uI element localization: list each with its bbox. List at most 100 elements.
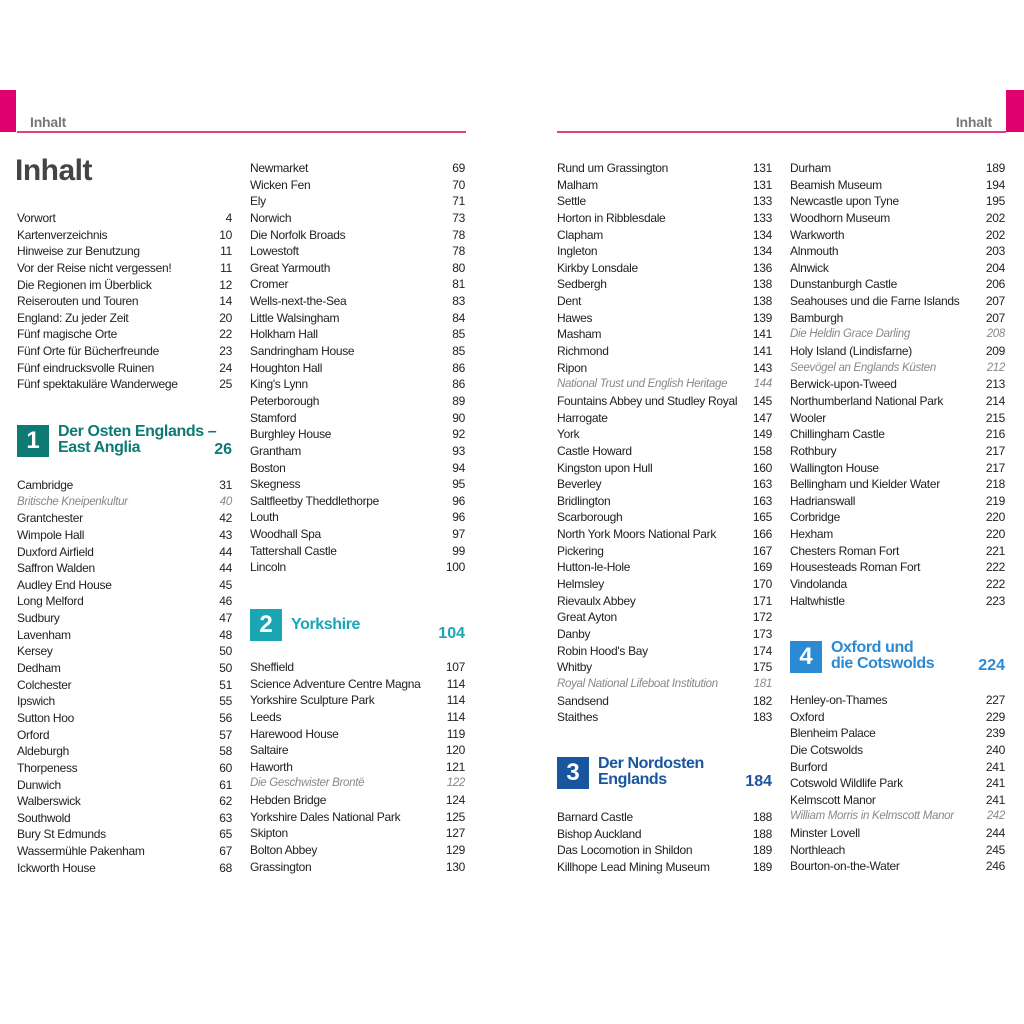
toc-entry[interactable]: Hebden Bridge 124 [250,792,465,809]
toc-entry[interactable]: Tattershall Castle 99 [250,543,465,560]
toc-entry[interactable]: Wooler 215 [790,410,1005,427]
toc-entry[interactable]: Rund um Grassington 131 [557,160,772,177]
toc-entry[interactable]: King's Lynn 86 [250,376,465,393]
toc-feature-entry[interactable]: Die Heldin Grace Darling 208 [790,326,1005,343]
toc-entry[interactable]: Durham 189 [790,160,1005,177]
toc-entry[interactable]: Saltaire 120 [250,742,465,759]
toc-entry[interactable]: Fünf Orte für Bücherfreunde 23 [17,343,232,360]
toc-entry[interactable]: Lavenham 48 [17,627,232,644]
toc-entry[interactable]: Holkham Hall 85 [250,326,465,343]
toc-entry[interactable]: Yorkshire Dales National Park 125 [250,809,465,826]
toc-entry[interactable]: Houghton Hall 86 [250,360,465,377]
toc-entry[interactable]: Alnmouth 203 [790,243,1005,260]
toc-entry[interactable]: Cromer 81 [250,276,465,293]
toc-entry[interactable]: Great Ayton 172 [557,609,772,626]
section-header-1[interactable]: 1 Der Osten Englands – East Anglia 26 [17,424,232,459]
toc-entry[interactable]: Rievaulx Abbey 171 [557,593,772,610]
toc-entry[interactable]: Beamish Museum 194 [790,177,1005,194]
toc-entry[interactable]: Boston 94 [250,460,465,477]
toc-entry[interactable]: Scarborough 165 [557,509,772,526]
toc-entry[interactable]: Fountains Abbey und Studley Royal 145 [557,393,772,410]
toc-entry[interactable]: Wicken Fen 70 [250,177,465,194]
toc-entry[interactable]: Yorkshire Sculpture Park 114 [250,692,465,709]
toc-entry[interactable]: Seahouses und die Farne Islands 207 [790,293,1005,310]
toc-entry[interactable]: Ripon 143 [557,360,772,377]
toc-entry[interactable]: Kartenverzeichnis 10 [17,227,232,244]
toc-entry[interactable]: Bolton Abbey 129 [250,842,465,859]
toc-entry[interactable]: Dunstanburgh Castle 206 [790,276,1005,293]
toc-feature-entry[interactable]: Britische Kneipenkultur 40 [17,494,232,511]
toc-entry[interactable]: Reiserouten und Touren 14 [17,293,232,310]
toc-entry[interactable]: Kersey 50 [17,643,232,660]
toc-entry[interactable]: Ipswich 55 [17,693,232,710]
toc-entry[interactable]: Pickering 167 [557,543,772,560]
toc-entry[interactable]: Housesteads Roman Fort 222 [790,559,1005,576]
toc-entry[interactable]: Blenheim Palace 239 [790,725,1005,742]
toc-entry[interactable]: Norwich 73 [250,210,465,227]
toc-entry[interactable]: Cambridge 31 [17,477,232,494]
toc-entry[interactable]: Colchester 51 [17,677,232,694]
toc-entry[interactable]: Bridlington 163 [557,493,772,510]
toc-entry[interactable]: Fünf spektakuläre Wanderwege 25 [17,376,232,393]
toc-entry[interactable]: Northumberland National Park 214 [790,393,1005,410]
toc-entry[interactable]: Stamford 90 [250,410,465,427]
toc-entry[interactable]: Sandringham House 85 [250,343,465,360]
toc-entry[interactable]: Die Norfolk Broads 78 [250,227,465,244]
toc-entry[interactable]: Kingston upon Hull 160 [557,460,772,477]
toc-entry[interactable]: Bamburgh 207 [790,310,1005,327]
toc-entry[interactable]: Sutton Hoo 56 [17,710,232,727]
toc-entry[interactable]: Berwick-upon-Tweed 213 [790,376,1005,393]
toc-entry[interactable]: Harewood House 119 [250,726,465,743]
toc-entry[interactable]: Newmarket 69 [250,160,465,177]
toc-entry[interactable]: Vor der Reise nicht vergessen! 11 [17,260,232,277]
toc-entry[interactable]: Hadrianswall 219 [790,493,1005,510]
toc-entry[interactable]: Vindolanda 222 [790,576,1005,593]
toc-entry[interactable]: Settle 133 [557,193,772,210]
toc-entry[interactable]: Masham 141 [557,326,772,343]
toc-entry[interactable]: Die Regionen im Überblick 12 [17,277,232,294]
toc-entry[interactable]: Vorwort 4 [17,210,232,227]
toc-entry[interactable]: Hexham 220 [790,526,1005,543]
toc-entry[interactable]: Audley End House 45 [17,577,232,594]
toc-entry[interactable]: Wallington House 217 [790,460,1005,477]
toc-entry[interactable]: Lincoln 100 [250,559,465,576]
toc-entry[interactable]: Science Adventure Centre Magna 114 [250,676,465,693]
toc-feature-entry[interactable]: Seevögel an Englands Küsten 212 [790,360,1005,377]
toc-entry[interactable]: Sheffield 107 [250,659,465,676]
toc-entry[interactable]: Skegness 95 [250,476,465,493]
toc-entry[interactable]: Sandsend 182 [557,693,772,710]
toc-entry[interactable]: Sudbury 47 [17,610,232,627]
toc-entry[interactable]: Staithes 183 [557,709,772,726]
toc-feature-entry[interactable]: Die Geschwister Brontë 122 [250,775,465,792]
toc-entry[interactable]: Ingleton 134 [557,243,772,260]
toc-entry[interactable]: Chillingham Castle 216 [790,426,1005,443]
toc-entry[interactable]: Woodhall Spa 97 [250,526,465,543]
toc-entry[interactable]: Dent 138 [557,293,772,310]
toc-entry[interactable]: Burghley House 92 [250,426,465,443]
toc-entry[interactable]: Rothbury 217 [790,443,1005,460]
toc-entry[interactable]: York 149 [557,426,772,443]
toc-entry[interactable]: Corbridge 220 [790,509,1005,526]
toc-entry[interactable]: Burford 241 [790,759,1005,776]
toc-entry[interactable]: Kelmscott Manor 241 [790,792,1005,809]
toc-entry[interactable]: Wimpole Hall 43 [17,527,232,544]
toc-entry[interactable]: Helmsley 170 [557,576,772,593]
toc-entry[interactable]: Barnard Castle 188 [557,809,772,826]
toc-entry[interactable]: Long Melford 46 [17,593,232,610]
toc-entry[interactable]: Die Cotswolds 240 [790,742,1005,759]
toc-entry[interactable]: Malham 131 [557,177,772,194]
toc-entry[interactable]: Woodhorn Museum 202 [790,210,1005,227]
toc-entry[interactable]: Haworth 121 [250,759,465,776]
toc-entry[interactable]: Saffron Walden 44 [17,560,232,577]
toc-entry[interactable]: Alnwick 204 [790,260,1005,277]
toc-entry[interactable]: Leeds 114 [250,709,465,726]
section-header-2[interactable]: 2 Yorkshire 104 [250,609,465,643]
toc-entry[interactable]: North York Moors National Park 166 [557,526,772,543]
toc-entry[interactable]: Killhope Lead Mining Museum 189 [557,859,772,876]
toc-entry[interactable]: Cotswold Wildlife Park 241 [790,775,1005,792]
toc-entry[interactable]: Henley-on-Thames 227 [790,692,1005,709]
section-header-4[interactable]: 4 Oxford und die Cotswolds 224 [790,640,1005,675]
toc-entry[interactable]: Bury St Edmunds 65 [17,826,232,843]
toc-entry[interactable]: Northleach 245 [790,842,1005,859]
section-header-3[interactable]: 3 Der Nordosten Englands 184 [557,756,772,791]
